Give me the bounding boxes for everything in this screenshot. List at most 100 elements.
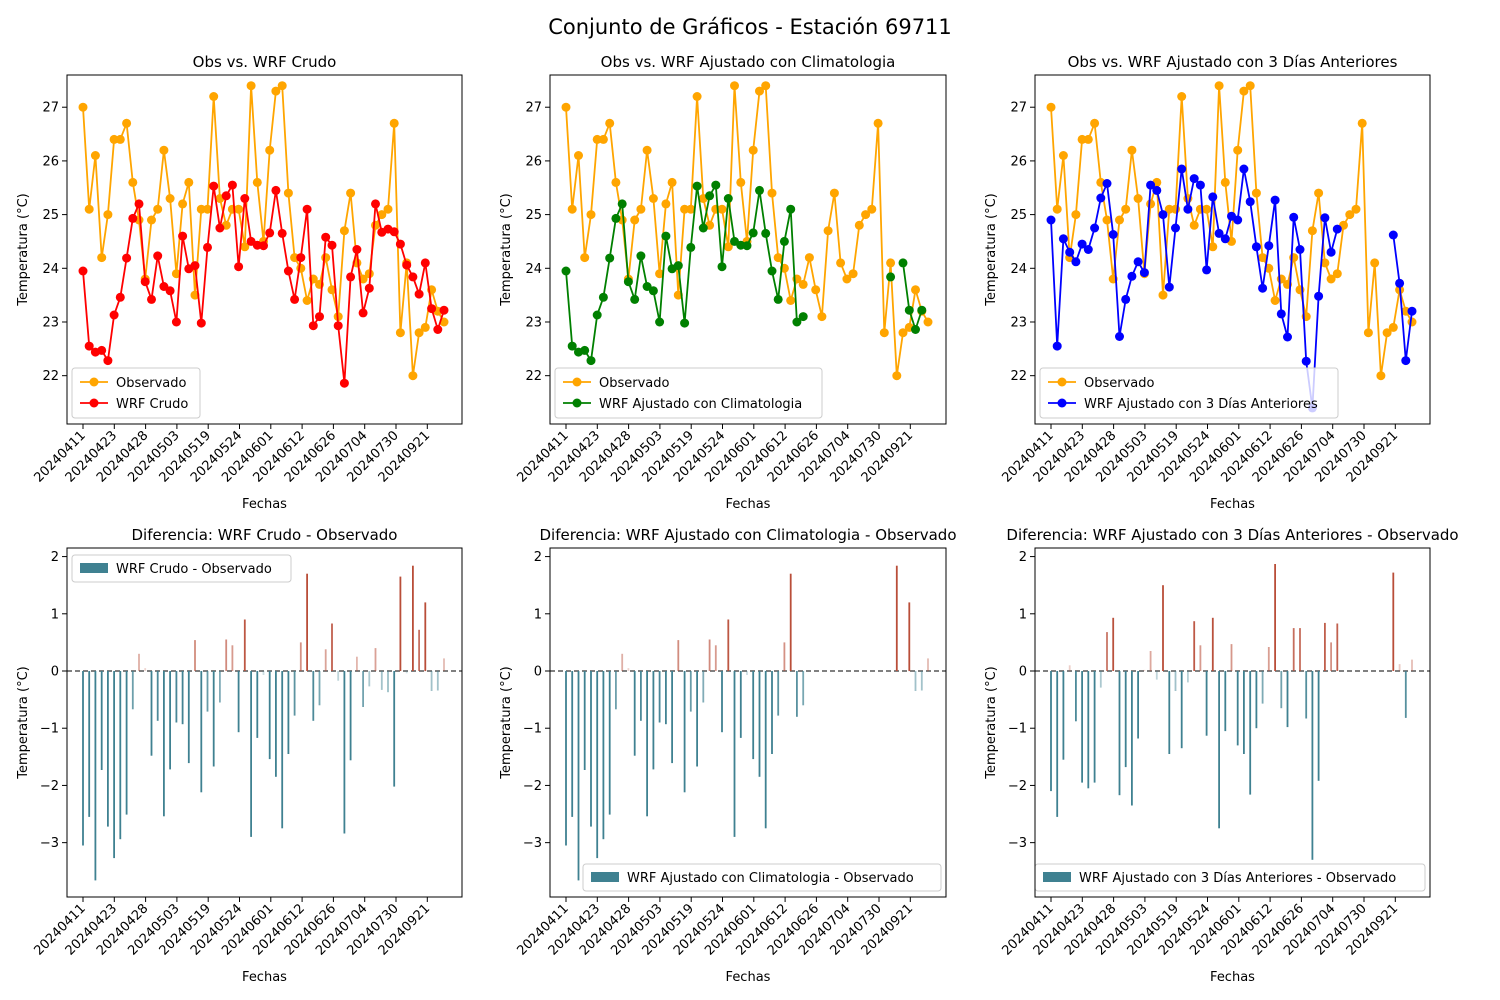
series-2-point [792, 317, 802, 327]
diff-bar [200, 671, 203, 793]
chart-panel-5: Diferencia: WRF Ajustado con Climatologi… [499, 526, 957, 985]
series-1-point [842, 274, 852, 284]
diff-bar [714, 645, 717, 671]
series-2-point [1158, 210, 1168, 220]
series-1-point [171, 269, 181, 279]
diff-bar [646, 671, 648, 817]
plot-frame [1034, 74, 1431, 425]
series-1-point [84, 204, 94, 214]
diff-bar [125, 671, 128, 815]
series-1-point [1146, 199, 1156, 209]
series-2-point [1121, 294, 1131, 304]
series-2-point [580, 345, 590, 355]
series-1-point [748, 145, 758, 155]
series-2-point [1239, 164, 1249, 174]
diff-bar [1050, 671, 1052, 792]
diff-bar [1168, 671, 1171, 754]
diff-bar [387, 671, 389, 693]
diff-bar [88, 671, 91, 817]
diff-bar [268, 671, 271, 760]
y-tick-label: −2 [523, 779, 542, 794]
series-1-point [178, 199, 188, 209]
diff-bar [1274, 564, 1276, 671]
diff-bar [733, 671, 736, 837]
series-2-point [1195, 180, 1205, 190]
diff-bar [163, 671, 165, 817]
series-2-point [598, 292, 608, 302]
series-1-point [911, 285, 920, 295]
diff-bar [243, 619, 246, 671]
diff-bar [602, 671, 605, 840]
series-2-point [1096, 193, 1106, 203]
series-1-point [867, 204, 877, 214]
series-2-point [705, 191, 715, 201]
diff-bar [658, 671, 661, 723]
diff-bar [571, 671, 574, 817]
series-1-point [1202, 204, 1212, 214]
series-2-point [1152, 185, 1162, 195]
diff-bar [708, 639, 711, 671]
diff-bar [1106, 632, 1108, 671]
series-1-point [1407, 317, 1417, 327]
series-1-point [1177, 92, 1187, 101]
series-1-point [1258, 253, 1268, 263]
diff-bar [194, 640, 196, 671]
series-2-point [611, 213, 621, 223]
series-2-point [78, 266, 88, 276]
series-1-point [240, 242, 250, 252]
series-2-point [140, 277, 150, 287]
diff-bar [219, 671, 221, 703]
diff-bar [764, 671, 767, 829]
series-2-point [147, 294, 156, 304]
diff-bar [331, 623, 333, 671]
diff-bar [374, 648, 377, 671]
diff-bar [306, 573, 308, 671]
diff-bar [412, 565, 414, 671]
series-2-point [414, 289, 424, 299]
diff-bar [1193, 621, 1196, 671]
series-2-point [1295, 245, 1305, 254]
diff-bar [895, 565, 898, 671]
series-1-point [1332, 269, 1342, 279]
series-2-point [1401, 356, 1411, 366]
series-2-point [642, 282, 652, 291]
series-2-point [395, 239, 405, 249]
series-1-point [1058, 151, 1068, 160]
series-1-point [420, 322, 430, 332]
series-2-point [586, 356, 596, 366]
series-1-point [1127, 145, 1137, 155]
series-1-point [767, 188, 777, 198]
series-2-point [165, 286, 175, 296]
series-1-point [598, 134, 608, 144]
series-2-point [308, 321, 318, 331]
diff-bar [1162, 585, 1164, 671]
series-1-point [886, 258, 896, 268]
diff-bar [156, 671, 159, 721]
diff-bar [908, 602, 911, 672]
series-2-point [911, 325, 920, 334]
series-1-point [1102, 215, 1112, 225]
x-axis-label: Fechas [242, 497, 287, 512]
series-1-point [97, 253, 107, 263]
series-2-point [153, 251, 163, 261]
series-2-point [661, 231, 671, 241]
y-tick-label: 26 [1010, 154, 1027, 169]
series-2-point [190, 261, 200, 271]
legend-box [554, 367, 823, 419]
diff-bar [82, 671, 84, 846]
legend-box [71, 367, 201, 419]
diff-bar [337, 671, 340, 681]
series-1-point [836, 258, 846, 268]
series-1-point [1077, 134, 1087, 144]
chart-title: Obs vs. WRF Ajustado con Climatologia [601, 53, 896, 71]
legend-marker [572, 377, 582, 387]
series-1-point [786, 296, 796, 305]
y-tick-label: −1 [40, 722, 59, 737]
series-1-point [823, 226, 833, 236]
y-tick-label: 1 [534, 607, 542, 622]
diff-bar [1124, 671, 1127, 768]
series-2-point [109, 310, 119, 320]
diff-bar [802, 671, 805, 706]
diff-bar [1093, 671, 1096, 783]
series-1-point [736, 177, 746, 187]
